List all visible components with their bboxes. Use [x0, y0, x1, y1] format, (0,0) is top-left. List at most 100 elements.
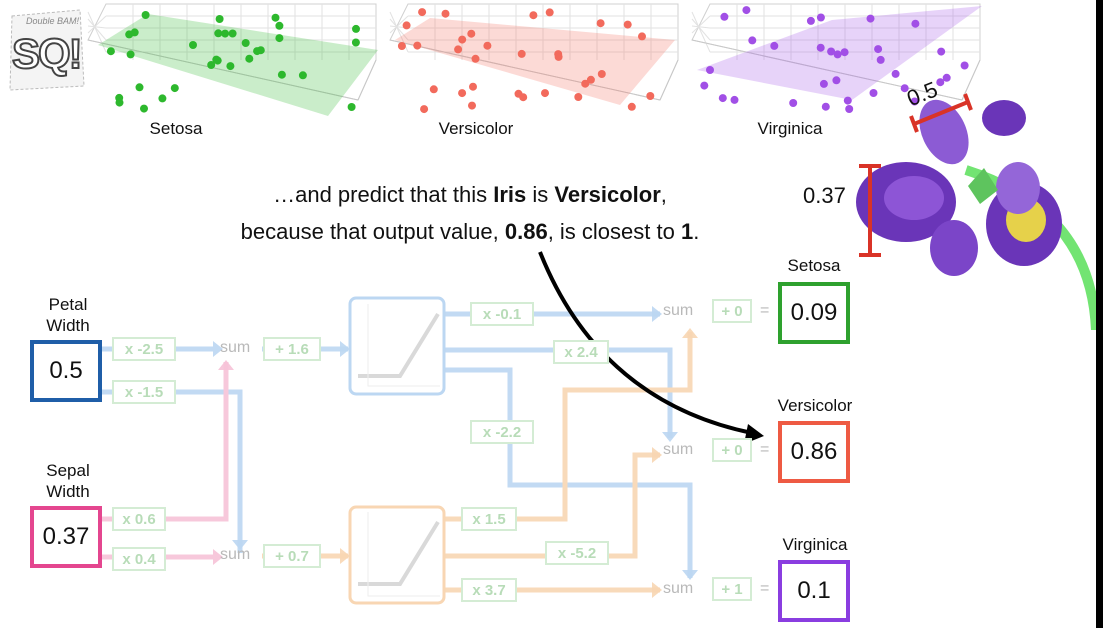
weight-top-virginica: x -2.2 — [470, 420, 534, 444]
arrowhead-bottom-sum-down — [232, 540, 248, 550]
scatter-point — [843, 96, 852, 105]
arrowhead-top-activation — [340, 341, 350, 357]
scatter-point — [277, 70, 286, 79]
scatter-point — [402, 21, 411, 30]
caption-iris: Iris — [493, 182, 527, 207]
weight-bottom-virginica: x 3.7 — [461, 578, 517, 602]
output-label-versicolor: Versicolor — [777, 396, 853, 415]
sepal-width-marker — [859, 164, 881, 257]
scatter-point — [874, 45, 883, 54]
scatter-plot-setosa — [87, 3, 378, 116]
scatter-point — [827, 47, 836, 56]
scatter-point — [352, 24, 360, 33]
scatter-point — [467, 29, 476, 38]
weight-bottom-setosa: x 1.5 — [461, 507, 517, 531]
scatter-point — [770, 41, 779, 50]
edge-top-activation-to-virginica — [445, 367, 693, 578]
scatter-point — [106, 47, 115, 56]
scatter-point — [742, 6, 751, 15]
scatter-point — [458, 89, 467, 98]
scatter-point — [627, 102, 636, 111]
logo-subtext: Double BAM! — [26, 16, 80, 26]
scatter-point — [866, 14, 875, 23]
output-setosa: 0.09 — [778, 282, 850, 344]
scatter-point — [748, 36, 757, 45]
output-label-virginica: Virginica — [782, 535, 848, 554]
weight-petal-top: x -2.5 — [112, 337, 176, 361]
scatter-point — [212, 55, 221, 64]
caption-line-1: …and predict that this Iris is Versicolo… — [273, 182, 667, 207]
scatter-point — [420, 105, 429, 114]
equals-setosa: = — [760, 302, 770, 319]
scatter-point — [900, 84, 909, 93]
scatter-point — [646, 92, 655, 100]
equals-virginica: = — [760, 580, 770, 597]
scatter-point — [397, 42, 406, 50]
arrowhead-setosa-sum — [652, 306, 662, 322]
sum-virginica: sum — [663, 580, 694, 597]
scatter-point — [126, 50, 135, 59]
scatter-point — [483, 41, 492, 50]
scatter-point — [454, 45, 463, 54]
arrowhead-top-sum — [213, 341, 223, 357]
scatter-point — [256, 46, 265, 55]
activation-bottom — [348, 505, 446, 605]
scatter-plot-virginica — [691, 3, 982, 113]
scatter-point — [351, 38, 360, 47]
scatter-point — [816, 13, 825, 22]
arrowhead-bottom-sum — [213, 549, 223, 565]
weight-top-setosa: x -0.1 — [470, 302, 534, 326]
sum-bottom: sum — [220, 546, 251, 563]
caption-target: 1 — [680, 219, 694, 244]
scatter-point — [275, 34, 284, 43]
scatter-point — [876, 55, 885, 64]
scatter-point — [730, 95, 739, 104]
plot-label-versicolor: Versicolor — [439, 119, 514, 138]
scatter-point — [819, 79, 828, 88]
scatter-point — [271, 13, 280, 22]
sum-versicolor: sum — [663, 441, 694, 458]
scatter-point — [581, 79, 590, 88]
scatter-point — [833, 50, 842, 59]
logo-text: SQ! — [11, 29, 84, 78]
scatter-point — [418, 8, 427, 17]
scatter-point — [891, 69, 900, 78]
scatter-point — [245, 54, 254, 63]
scatter-point — [347, 103, 356, 111]
scatter-point — [275, 21, 284, 30]
scatter-point — [597, 70, 606, 78]
scatter-point — [115, 98, 124, 107]
activation-top — [348, 296, 446, 396]
scatter-point — [541, 89, 549, 98]
arrowhead-virginica-sum — [682, 570, 698, 580]
arrowhead-setosa-sum-up — [682, 328, 698, 338]
equals-versicolor: = — [760, 441, 770, 458]
scatter-point — [845, 105, 854, 113]
scatter-point — [130, 28, 139, 37]
sum-setosa: sum — [663, 302, 694, 319]
bias-virginica: + 1 — [712, 577, 752, 601]
output-label-setosa: Setosa — [787, 256, 841, 275]
scatter-point — [141, 11, 150, 19]
scatter-point — [700, 81, 709, 90]
scatter-plot-versicolor — [389, 3, 679, 114]
scatter-point — [226, 62, 235, 71]
scatter-point — [135, 83, 144, 92]
scatter-point — [215, 15, 224, 23]
petal-width-label: Petal Width — [46, 295, 90, 335]
scatter-point — [458, 35, 467, 44]
statquest-logo: Double BAM! SQ! — [6, 6, 86, 92]
scatter-point — [910, 97, 919, 106]
scatter-point — [718, 94, 727, 103]
scatter-point — [429, 85, 438, 94]
weight-sepal-bottom: x 0.4 — [112, 547, 166, 571]
scatter-point — [816, 43, 825, 52]
sum-top: sum — [220, 339, 251, 356]
scatter-point — [942, 73, 951, 82]
output-versicolor: 0.86 — [778, 421, 850, 483]
scatter-point — [960, 61, 969, 70]
scatter-point — [720, 12, 729, 21]
bias-setosa: + 0 — [712, 299, 752, 323]
scatter-point — [214, 29, 223, 38]
